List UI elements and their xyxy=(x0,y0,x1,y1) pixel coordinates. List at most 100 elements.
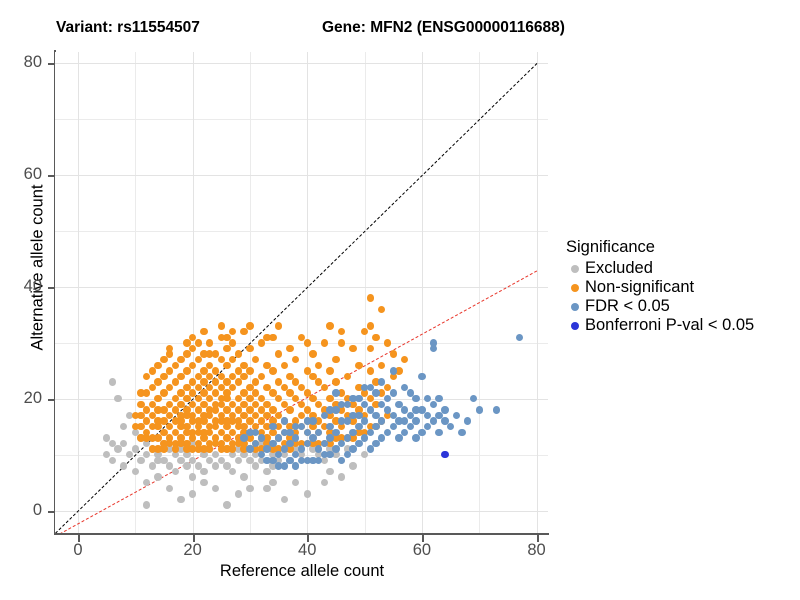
scatter-point xyxy=(200,478,208,487)
scatter-point xyxy=(280,417,288,425)
scatter-point xyxy=(269,456,277,464)
scatter-point xyxy=(211,417,220,425)
scatter-point xyxy=(349,400,357,409)
scatter-point xyxy=(177,389,185,397)
scatter-point xyxy=(337,417,346,425)
scatter-point xyxy=(183,383,191,392)
gridline-x-minor xyxy=(135,52,137,533)
scatter-point xyxy=(240,389,248,397)
scatter-point xyxy=(315,428,323,437)
scatter-point xyxy=(349,411,357,420)
scatter-point xyxy=(234,423,243,431)
x-tick xyxy=(192,535,195,542)
y-tick xyxy=(48,175,55,178)
scatter-point xyxy=(366,322,374,330)
scatter-point xyxy=(372,389,380,397)
scatter-point xyxy=(429,417,438,425)
scatter-point xyxy=(366,294,374,302)
scatter-point xyxy=(343,445,352,453)
scatter-point xyxy=(423,423,432,431)
gridline-x-minor xyxy=(249,52,251,533)
scatter-point xyxy=(349,445,357,453)
scatter-point xyxy=(320,478,329,487)
scatter-point xyxy=(171,361,180,369)
reference-line-fit xyxy=(55,270,538,533)
legend-item-0[interactable]: Excluded xyxy=(566,259,798,278)
scatter-point xyxy=(165,462,174,470)
scatter-point xyxy=(223,406,231,414)
scatter-point xyxy=(297,383,306,392)
scatter-point xyxy=(177,355,185,364)
scatter-point xyxy=(229,372,237,381)
scatter-point xyxy=(337,439,346,448)
scatter-point xyxy=(143,406,151,414)
scatter-point xyxy=(326,467,334,476)
scatter-point xyxy=(160,445,168,453)
scatter-point xyxy=(160,406,168,414)
scatter-point xyxy=(274,456,283,464)
scatter-point xyxy=(223,445,231,453)
scatter-point xyxy=(349,428,357,437)
scatter-point xyxy=(148,367,157,375)
scatter-point xyxy=(177,417,185,425)
scatter-point xyxy=(309,411,317,420)
scatter-point xyxy=(297,423,306,431)
legend-item-3[interactable]: Bonferroni P-val < 0.05 xyxy=(566,316,798,335)
scatter-point xyxy=(452,411,460,420)
scatter-point xyxy=(458,428,466,437)
scatter-point xyxy=(297,439,306,448)
scatter-point xyxy=(217,333,225,341)
scatter-point xyxy=(223,445,231,453)
scatter-point xyxy=(286,456,294,464)
scatter-point xyxy=(200,467,208,476)
legend-item-2[interactable]: FDR < 0.05 xyxy=(566,297,798,316)
legend-dot-icon xyxy=(570,264,579,273)
scatter-point xyxy=(251,355,260,364)
scatter-point xyxy=(263,456,271,464)
scatter-point xyxy=(114,445,122,453)
scatter-point xyxy=(315,400,323,409)
scatter-point xyxy=(108,439,117,448)
legend-swatch-icon xyxy=(566,260,583,277)
scatter-point xyxy=(372,411,380,420)
scatter-point xyxy=(206,423,214,431)
scatter-point xyxy=(343,417,352,425)
scatter-point xyxy=(280,417,288,425)
x-tick xyxy=(536,535,539,542)
x-tick-label: 60 xyxy=(412,541,432,559)
scatter-point xyxy=(292,462,300,470)
scatter-point xyxy=(326,434,334,442)
gridline-y-major xyxy=(55,175,548,177)
scatter-point xyxy=(320,423,329,431)
scatter-point xyxy=(406,389,415,397)
scatter-point xyxy=(274,322,283,330)
scatter-point xyxy=(234,367,243,375)
scatter-point xyxy=(343,434,352,442)
scatter-point xyxy=(251,439,260,448)
scatter-point xyxy=(251,462,260,470)
scatter-point xyxy=(137,423,145,431)
scatter-point xyxy=(315,378,323,386)
scatter-point xyxy=(326,322,334,330)
scatter-point xyxy=(251,411,260,420)
legend-item-1[interactable]: Non-significant xyxy=(566,278,798,297)
scatter-point xyxy=(343,434,352,442)
scatter-point xyxy=(211,434,220,442)
scatter-point xyxy=(269,428,277,437)
scatter-point xyxy=(269,423,277,431)
scatter-point xyxy=(464,417,472,425)
scatter-point xyxy=(223,333,231,341)
scatter-point xyxy=(154,378,162,386)
scatter-point xyxy=(326,406,334,414)
scatter-point xyxy=(337,456,346,464)
scatter-point xyxy=(240,400,248,409)
scatter-point xyxy=(395,434,403,442)
scatter-point xyxy=(251,428,260,437)
scatter-point xyxy=(274,434,283,442)
scatter-point xyxy=(269,406,277,414)
scatter-point xyxy=(194,372,203,381)
scatter-point xyxy=(383,428,392,437)
gridline-x-minor xyxy=(479,52,481,533)
x-tick-label: 40 xyxy=(298,541,317,559)
scatter-point xyxy=(423,411,432,420)
